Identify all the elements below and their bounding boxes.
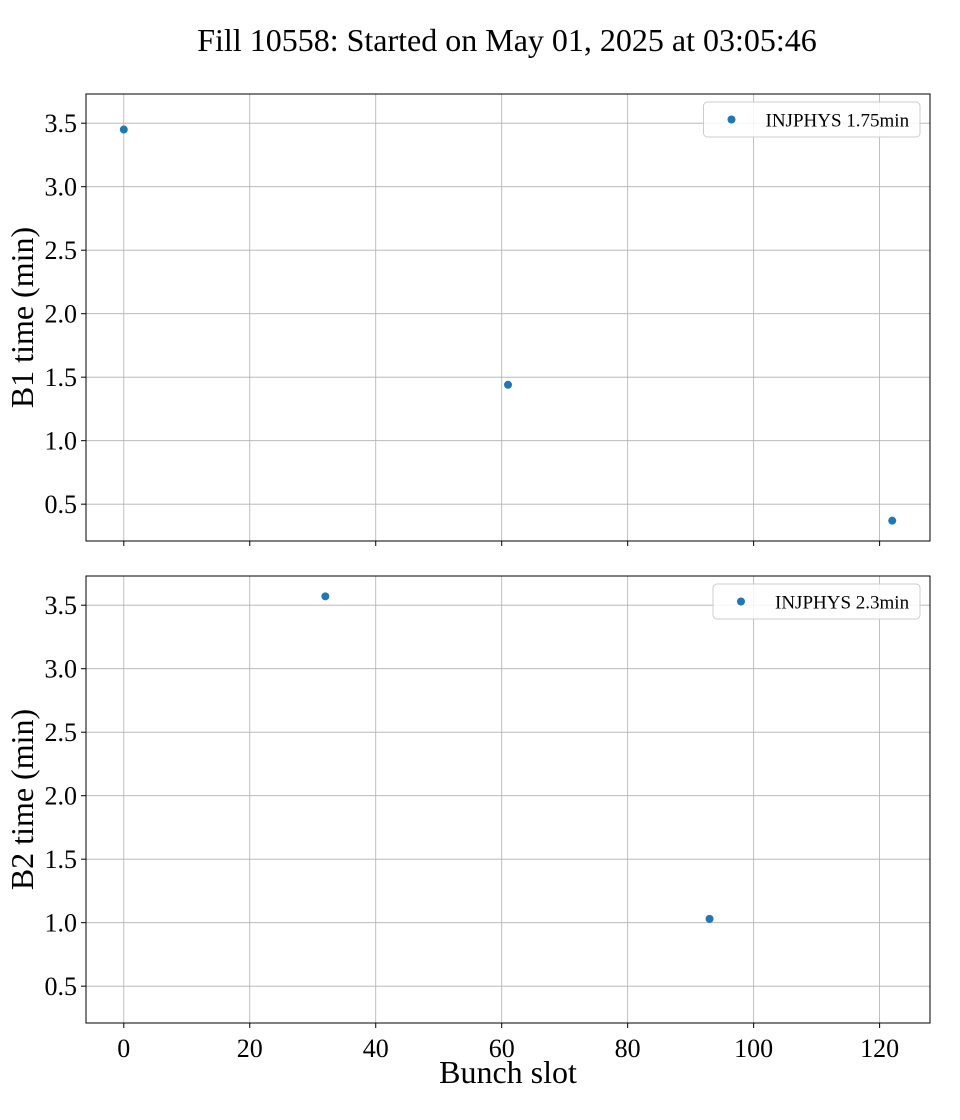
y-tick-label: 3.0 — [45, 655, 78, 684]
x-tick-label: 120 — [860, 1034, 899, 1063]
y-tick-label: 1.5 — [45, 845, 78, 874]
y-tick-label: 2.0 — [45, 300, 78, 329]
y-tick-label: 1.5 — [45, 363, 78, 392]
legend-label: INJPHYS 2.3min — [775, 593, 910, 614]
legend-box — [703, 101, 921, 138]
data-point — [705, 914, 714, 923]
legend-box — [712, 583, 921, 620]
y-tick-label: 2.5 — [45, 236, 78, 265]
legend: INJPHYS 1.75min — [703, 101, 921, 138]
y-tick-label: 1.0 — [45, 909, 78, 938]
legend-marker — [737, 597, 745, 606]
data-point — [504, 380, 512, 389]
y-tick-label: 0.5 — [45, 490, 78, 519]
y-tick-label: 3.0 — [45, 173, 78, 202]
chart-panel-2: 0 20 40 60 80 100 120 0.5 1.0 1.5 2.0 2.5 3.0 3.5 B2 t… — [4, 575, 931, 1090]
x-tick-label: 100 — [734, 1034, 773, 1063]
legend-marker — [727, 115, 736, 124]
x-axis-label: Bunch slot — [439, 1054, 577, 1090]
x-tick-label: 80 — [615, 1034, 641, 1063]
legend: INJPHYS 2.3min — [712, 583, 921, 620]
axes-frame — [85, 93, 931, 542]
chart-panel-1: 0.5 1.0 1.5 2.0 2.5 3.0 3.5 B1 time (min) INJPHY… — [4, 93, 931, 546]
y-tick-label: 0.5 — [45, 972, 78, 1001]
y-axis-label: B1 time (min) — [4, 227, 40, 408]
legend-label: INJPHYS 1.75min — [766, 111, 910, 132]
data-point — [888, 516, 897, 525]
y-tick-label: 2.0 — [45, 782, 78, 811]
axes-frame — [85, 575, 931, 1024]
y-tick-label: 2.5 — [45, 718, 78, 747]
x-tick-label: 40 — [363, 1034, 389, 1063]
x-tick-label: 60 — [489, 1034, 515, 1063]
y-axis-label: B2 time (min) — [4, 709, 40, 890]
x-tick-label: 0 — [117, 1034, 130, 1063]
y-tick-label: 3.5 — [45, 109, 78, 138]
y-tick-label: 1.0 — [45, 427, 78, 456]
data-point — [119, 125, 128, 134]
y-tick-label: 3.5 — [45, 591, 78, 620]
page-title: Fill 10558: Started on May 01, 2025 at 0… — [197, 22, 817, 58]
data-point — [321, 592, 330, 601]
x-tick-label: 20 — [237, 1034, 263, 1063]
